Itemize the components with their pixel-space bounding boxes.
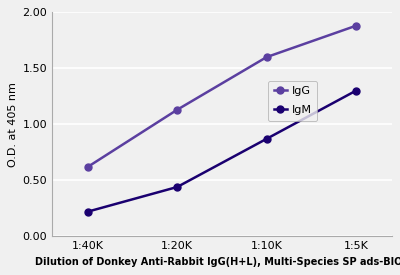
- IgG: [175, 108, 180, 111]
- IgG: [354, 24, 358, 28]
- Line: IgG: IgG: [84, 22, 359, 170]
- IgM: [264, 137, 269, 141]
- IgG: [264, 56, 269, 59]
- IgG: [86, 165, 90, 169]
- Legend: IgG, IgM: IgG, IgM: [268, 81, 317, 121]
- IgM: [354, 89, 358, 92]
- IgM: [86, 210, 90, 213]
- Line: IgM: IgM: [84, 87, 359, 215]
- X-axis label: Dilution of Donkey Anti-Rabbit IgG(H+L), Multi-Species SP ads-BIOT: Dilution of Donkey Anti-Rabbit IgG(H+L),…: [35, 257, 400, 267]
- Y-axis label: O.D. at 405 nm: O.D. at 405 nm: [8, 82, 18, 167]
- IgM: [175, 185, 180, 189]
